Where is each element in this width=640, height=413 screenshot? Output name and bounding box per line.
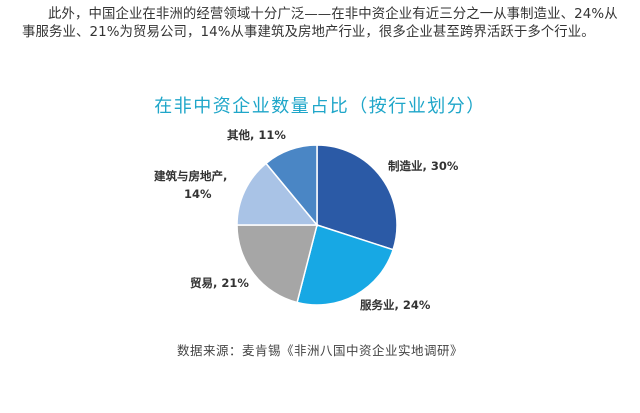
pie-slice: [316, 144, 398, 251]
pie-slice: [236, 224, 318, 304]
pie-slice: [296, 224, 395, 306]
pie-slice: [236, 162, 319, 226]
slice-label: 制造业, 30%: [388, 159, 459, 173]
chart-title: 在非中资企业数量占比（按行业划分）: [154, 96, 486, 117]
slice-label: 其他, 11%: [227, 128, 286, 142]
source-caption: 数据来源：麦肯锡《非洲八国中资企业实地调研》: [176, 343, 463, 358]
slice-label: 服务业, 24%: [360, 298, 431, 312]
pie-slice: [264, 144, 318, 228]
slice-label: 贸易, 21%: [190, 276, 249, 290]
intro-paragraph: 此外，中国企业在非洲的经营领域十分广泛——在非中资企业有近三分之一从事制造业、2…: [22, 7, 618, 40]
slice-label: 建筑与房地产, 14%: [154, 169, 227, 201]
